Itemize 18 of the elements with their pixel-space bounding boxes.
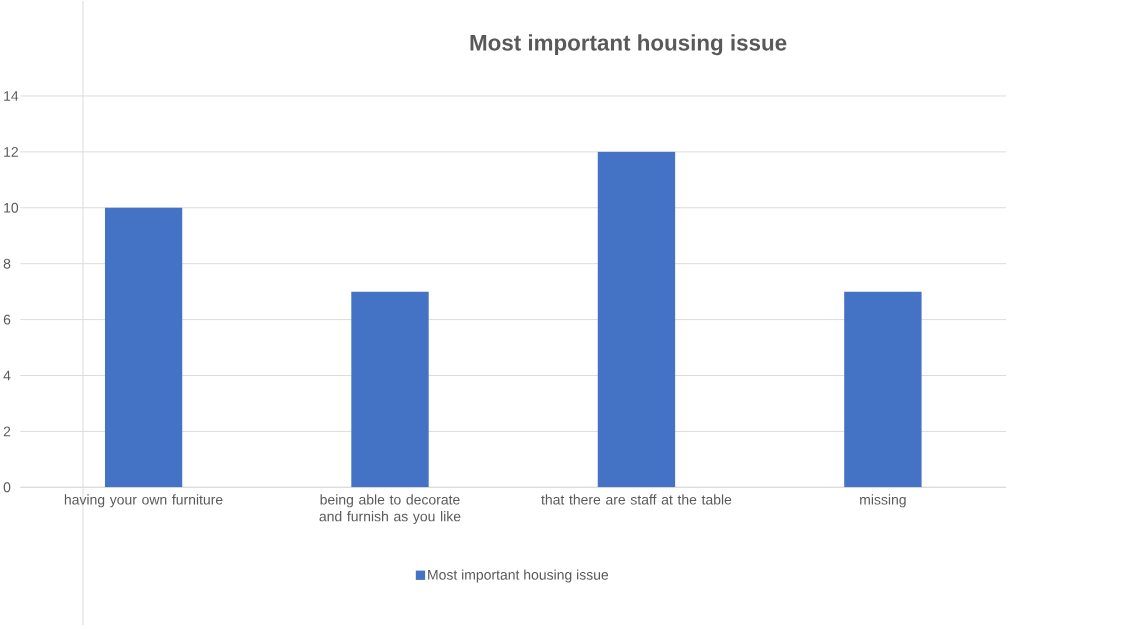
bar: [597, 151, 676, 488]
y-tick-label: 6: [3, 314, 11, 325]
y-tick-label: 8: [3, 258, 11, 269]
x-tick-label: having your own furniture: [64, 494, 223, 508]
y-tick-label: 14: [4, 91, 19, 101]
y-tick-label: 4: [3, 370, 11, 381]
y-tick-label: 12: [4, 147, 18, 157]
y-tick-label: 10: [4, 202, 19, 213]
bar: [844, 291, 922, 488]
x-tick-label: being able to decorate and furnish as you like: [319, 494, 461, 525]
legend-label: Most important housing issue: [428, 569, 609, 583]
y-tick-label: 0: [3, 482, 11, 493]
x-tick-label: that there are staff at the table: [541, 494, 732, 505]
y-tick-label: 2: [3, 426, 11, 437]
x-tick-label: missing: [860, 494, 906, 508]
bar: [351, 291, 429, 488]
chart-title: Most important housing issue: [470, 34, 787, 56]
bar: [104, 207, 183, 488]
